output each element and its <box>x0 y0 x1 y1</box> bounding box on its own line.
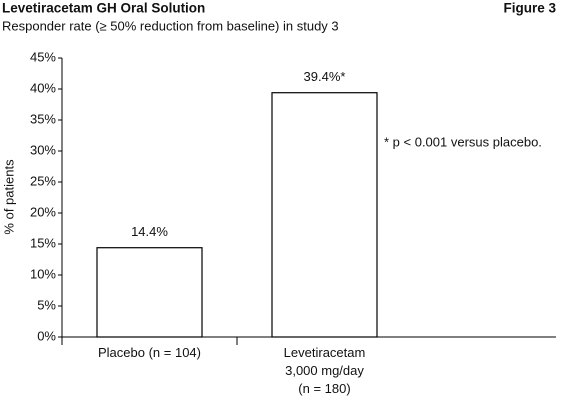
x-tick-label: Levetiracetam 3,000 mg/day (n = 180) <box>284 345 366 396</box>
bar <box>96 247 203 338</box>
y-axis-label: % of patients <box>1 159 16 235</box>
chart-subtitle: Responder rate (≥ 50% reduction from bas… <box>2 18 339 33</box>
y-tick-label: 35% <box>30 111 56 126</box>
value-label: 14.4% <box>131 224 168 239</box>
figure-label: Figure 3 <box>503 1 556 16</box>
value-label: 39.4%* <box>304 69 346 84</box>
chart-title: Levetiracetam GH Oral Solution <box>2 1 205 16</box>
y-tick-label: 40% <box>30 80 56 95</box>
y-tick-label: 5% <box>37 297 56 312</box>
y-tick-label: 15% <box>30 235 56 250</box>
y-tick-label: 0% <box>37 328 56 343</box>
annotation: * p < 0.001 versus placebo. <box>384 134 542 149</box>
y-tick-label: 10% <box>30 266 56 281</box>
x-tick-label: Placebo (n = 104) <box>98 345 201 360</box>
y-tick-label: 25% <box>30 173 56 188</box>
bar <box>271 92 378 338</box>
y-tick-label: 20% <box>30 204 56 219</box>
y-tick-label: 30% <box>30 142 56 157</box>
y-tick-label: 45% <box>30 49 56 64</box>
